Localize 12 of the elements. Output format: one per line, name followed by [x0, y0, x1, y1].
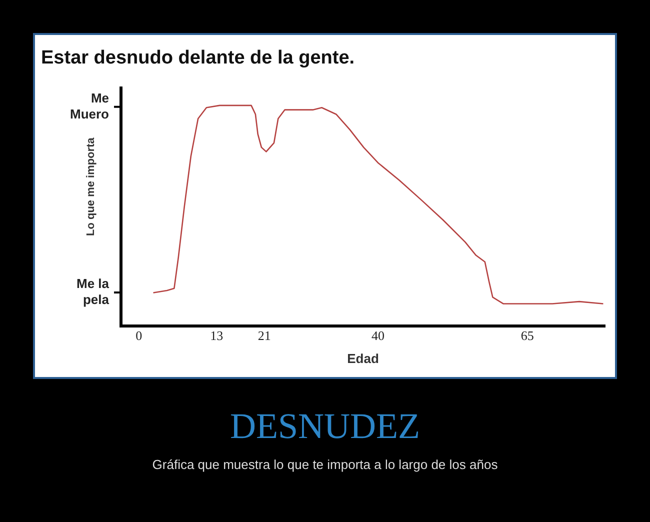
y-axis-title: Lo que me importa — [85, 136, 98, 236]
text: DESNUDEZ — [229, 405, 421, 447]
text: Me Muero — [70, 90, 110, 122]
x-tick-label: 21 — [258, 328, 271, 344]
text: Me la pela — [76, 276, 110, 308]
x-tick-label: 65 — [520, 328, 534, 344]
text: Gráfica que muestra lo que te importa a lo largo de los años — [151, 457, 499, 472]
x-tick-label: 40 — [371, 328, 384, 344]
x-tick-label: 13 — [210, 328, 224, 344]
chart-title: Estar desnudo delante de la gente. — [41, 48, 355, 69]
x-axis-title: Edad — [347, 350, 379, 366]
x-tick-label: 0 — [136, 328, 142, 344]
